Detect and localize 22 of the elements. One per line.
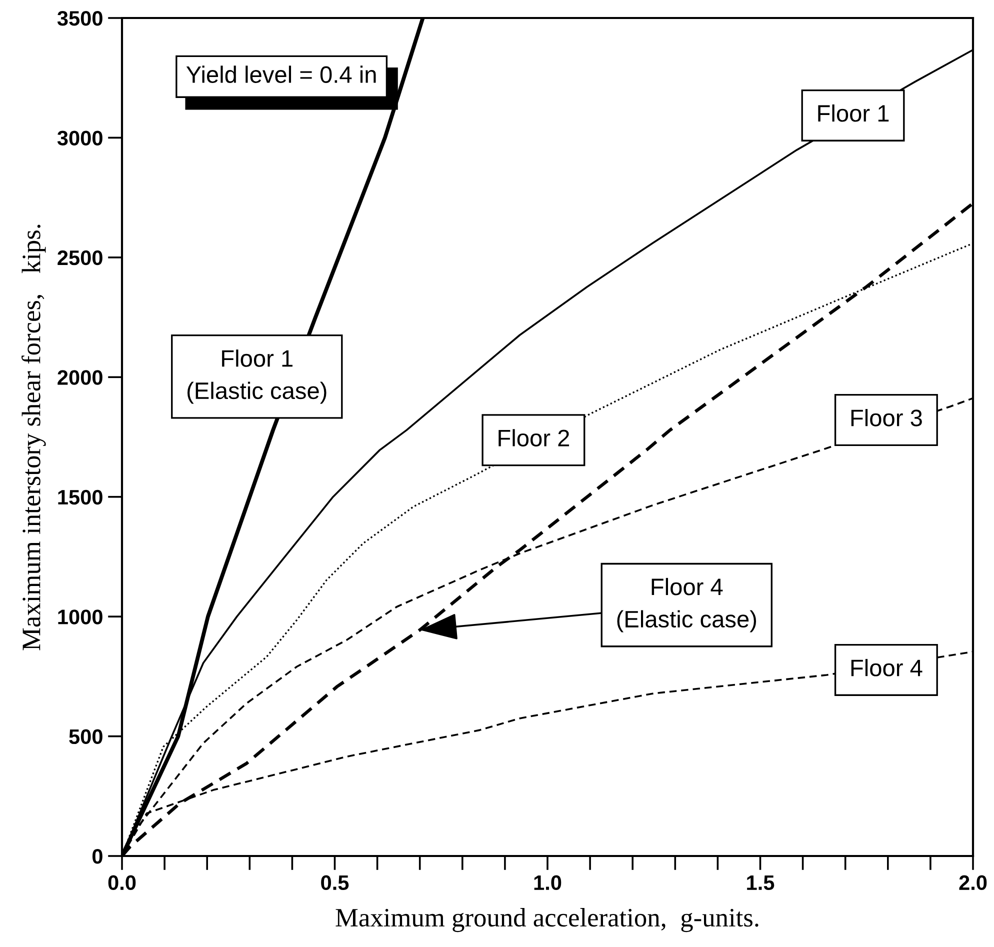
y-tick-label: 1500	[58, 490, 102, 505]
y-tick-label: 3000	[57, 130, 102, 146]
series-label: Floor 4	[851, 658, 922, 676]
x-tick-label: 1.5	[747, 876, 774, 890]
x-tick-label: 1.0	[534, 875, 562, 890]
y-tick-label: 0	[92, 849, 102, 864]
x-axis-title: Maximum ground acceleration, g-units.	[336, 908, 758, 932]
y-tick-label: 500	[69, 729, 102, 744]
x-tick-label: 2.0	[959, 875, 987, 890]
y-tick-label: 2500	[58, 250, 102, 266]
x-tick-label: 0.5	[321, 875, 349, 890]
y-tick-label: 3500	[57, 11, 102, 26]
series-label: Floor 1	[818, 104, 889, 122]
x-tick-label: 0.0	[108, 875, 136, 890]
y-tick-label: 2000	[58, 370, 102, 385]
y-axis-title: Maximum interstory shear forces, kips.	[22, 224, 46, 650]
annotation: Yield level = 0.4 in	[186, 66, 376, 83]
series-label: Floor 1 (Elastic case)	[188, 350, 326, 404]
series-label: Floor 2	[498, 429, 570, 446]
y-tick-label: 1000	[58, 610, 102, 624]
series-label: Floor 3	[851, 408, 922, 426]
text: Floor 4 (Elastic case)	[617, 578, 756, 632]
